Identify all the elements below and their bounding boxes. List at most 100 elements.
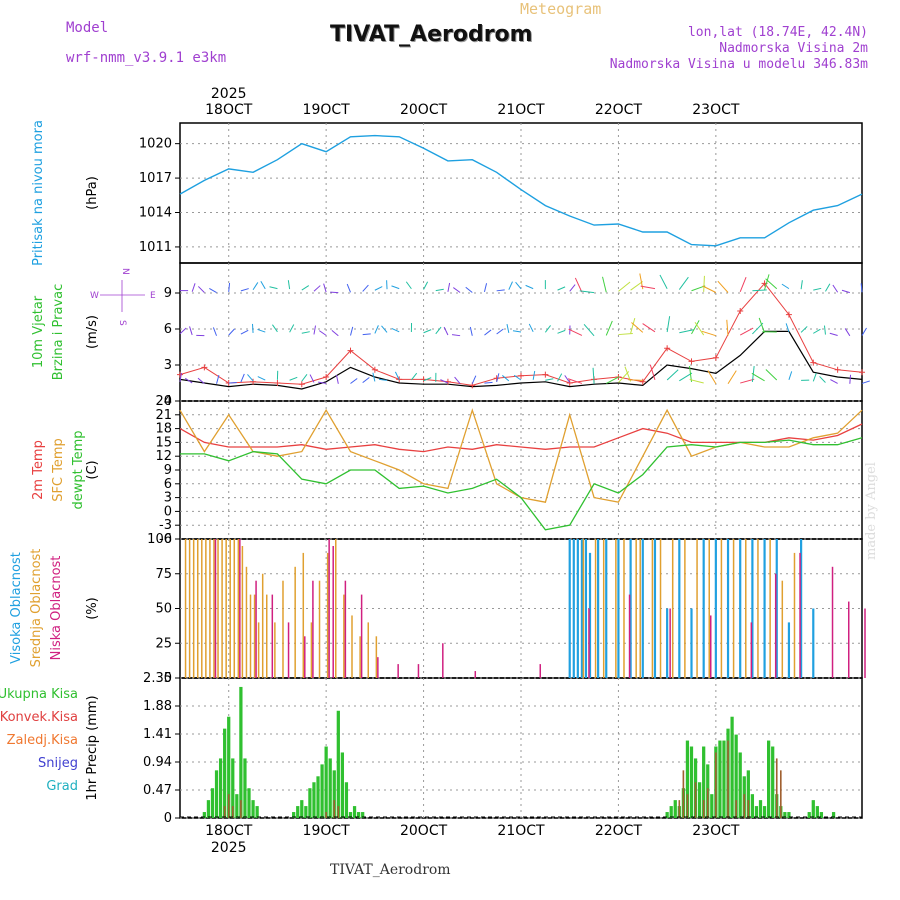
precip-bar-total [320,764,324,818]
ytick-label-temp: 24 [155,394,172,409]
precip-bar-total [669,806,673,818]
wind-barb [678,276,689,290]
precip-bar-total [231,758,235,818]
ytick-label-temp: 3 [164,491,172,506]
wind-barb [483,283,488,293]
wind-barb [557,286,566,291]
wind-gust-mark [566,380,573,386]
ytick-label-pressure: 1011 [139,240,172,255]
wind-barb [666,369,679,381]
ytick-label-temp: 21 [155,408,172,423]
ytick-label-temp: -3 [159,518,172,533]
wind-barb [216,375,220,384]
wind-barb [301,331,310,334]
wind-gust-mark [737,308,744,314]
precip-bar-conv [702,800,705,818]
wind-gust-mark [810,359,817,366]
temp-line-2 [180,437,863,531]
wind-barb [301,374,308,382]
wind-barb [691,320,700,335]
precip-bar-total [831,812,836,818]
wind-barb [512,330,522,333]
wind-barb [659,274,668,290]
precip-bar-total [819,812,824,818]
ytick-label-temp: 9 [164,463,172,478]
precip-bar-total [685,740,690,818]
wind-barb [592,367,595,384]
ylabel-pressure: (hPa) [85,176,100,210]
wind-barb [423,377,432,382]
wind-barb [362,284,369,292]
wind-barb [545,378,554,381]
side-label-precip: Ukupna Kisa [0,687,78,702]
wind-barb [788,371,793,380]
precip-bar-total [239,686,243,818]
precip-bar-total [718,740,722,818]
wind-barb [825,283,831,292]
wind-barb [618,281,631,292]
ytick-label-precip: 2.35 [143,671,172,686]
precip-bar-total [738,752,742,818]
wind-barb [435,326,442,335]
wind-barb [567,378,583,384]
wind-barb [579,290,595,294]
precip-bar-total [247,788,251,818]
precip-bar-conv [779,770,782,818]
wind-barb [189,326,193,336]
wind-barb [209,288,217,293]
wind-barb [861,327,867,336]
wind-barb [496,289,505,292]
wind-barb [679,329,694,334]
precip-bar-conv [735,800,737,818]
wind-barb [506,323,510,333]
wind-barb [764,274,770,290]
wind-barb [515,281,522,290]
wind-barb [813,287,822,291]
wind-barb [247,374,254,382]
precip-bar-conv [682,770,685,818]
compass-n: N [120,268,130,275]
precip-bar-total [673,800,677,818]
precip-bar-total [722,740,726,818]
wind-barb [435,288,444,292]
wind-barb [605,320,613,336]
precip-bar-total [218,758,223,818]
wind-barb [624,366,632,382]
wind-barb [453,287,461,293]
wind-barb [287,280,291,290]
wind-barb [679,372,693,382]
ytick-label-pressure: 1020 [139,137,172,152]
precip-bar-total [702,746,706,818]
wind-barb [740,378,755,384]
precip-bar-conv [743,794,746,818]
wind-barb [630,317,636,334]
precip-bar-conv [337,806,340,818]
precip-bar-conv [694,782,697,818]
precip-bar-conv [775,758,778,818]
wind-gust-mark [371,366,378,373]
wind-gust-mark [518,372,524,379]
wind-barb [228,282,231,292]
precip-bar-total [328,758,332,818]
wind-barb [649,364,656,380]
precip-bar-conv [227,794,230,818]
precip-bar-total [344,782,349,818]
wind-barb [394,371,400,381]
ytick-label-wind: 6 [164,322,172,337]
precip-bar-total [255,806,259,818]
precip-bar-conv [715,752,717,818]
xtick-top-label: 18OCT [205,102,253,118]
precip-bar-total [332,770,336,818]
wind-barb [618,332,633,336]
wind-barb [574,277,583,293]
wind-barb [451,334,461,337]
wind-barb [640,285,656,290]
wind-gust-mark [664,345,671,352]
precip-bar-total [697,782,702,818]
precip-bar-total [815,806,819,818]
precip-bar-total [754,806,759,818]
precip-bar-total [767,740,771,818]
precip-bar-total [783,812,787,818]
xtick-top-label: 19OCT [303,102,351,118]
wind-barb [289,324,295,333]
